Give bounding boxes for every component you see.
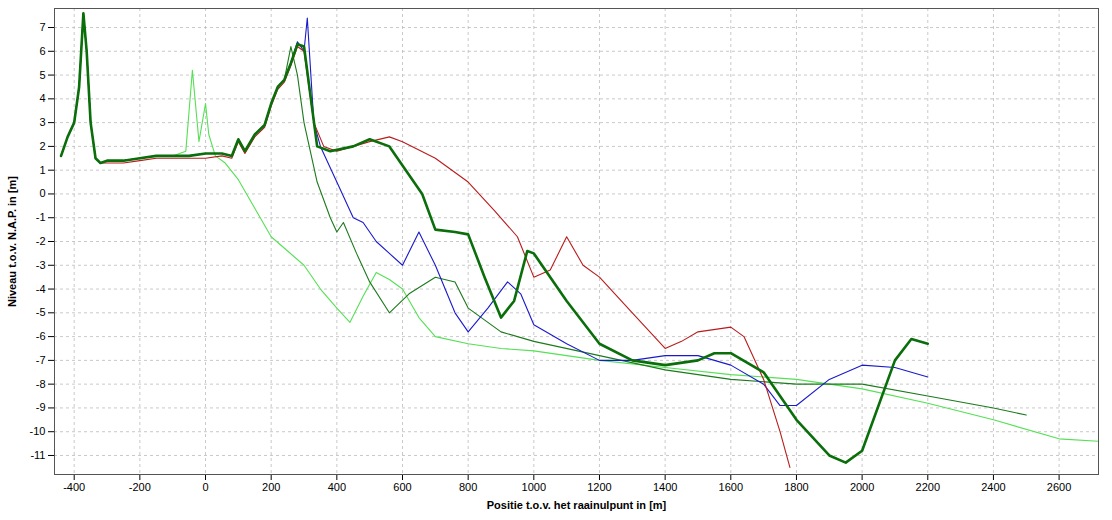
svg-text:-11: -11 [30,449,45,461]
svg-text:2200: 2200 [916,481,940,493]
svg-text:-2: -2 [36,235,46,247]
svg-text:3: 3 [39,116,45,128]
svg-text:2000: 2000 [850,481,874,493]
svg-text:1600: 1600 [719,481,743,493]
svg-text:-3: -3 [36,259,46,271]
svg-text:6: 6 [39,45,45,57]
svg-text:-6: -6 [36,330,46,342]
svg-text:600: 600 [393,481,411,493]
svg-text:-1: -1 [36,211,46,223]
svg-text:1: 1 [39,164,45,176]
svg-text:Positie t.o.v. het raainulpunt: Positie t.o.v. het raainulpunt in [m] [487,499,667,511]
svg-text:4: 4 [39,92,45,104]
svg-text:0: 0 [39,187,45,199]
svg-text:2600: 2600 [1047,481,1071,493]
svg-text:-9: -9 [36,401,46,413]
svg-text:1800: 1800 [784,481,808,493]
svg-text:800: 800 [459,481,477,493]
svg-text:2400: 2400 [981,481,1005,493]
svg-text:-400: -400 [63,481,85,493]
svg-text:1000: 1000 [522,481,546,493]
svg-text:-200: -200 [129,481,151,493]
svg-text:400: 400 [328,481,346,493]
svg-text:-10: -10 [30,425,46,437]
svg-text:-8: -8 [36,378,46,390]
svg-text:0: 0 [202,481,208,493]
svg-text:200: 200 [262,481,280,493]
svg-text:1400: 1400 [653,481,677,493]
svg-text:2: 2 [39,140,45,152]
svg-text:-7: -7 [36,354,46,366]
svg-text:Niveau t.o.v. N.A.P. in [m]: Niveau t.o.v. N.A.P. in [m] [6,176,18,307]
svg-text:-5: -5 [36,306,46,318]
svg-text:5: 5 [39,69,45,81]
svg-text:7: 7 [39,21,45,33]
svg-text:-4: -4 [36,283,46,295]
svg-text:1200: 1200 [587,481,611,493]
